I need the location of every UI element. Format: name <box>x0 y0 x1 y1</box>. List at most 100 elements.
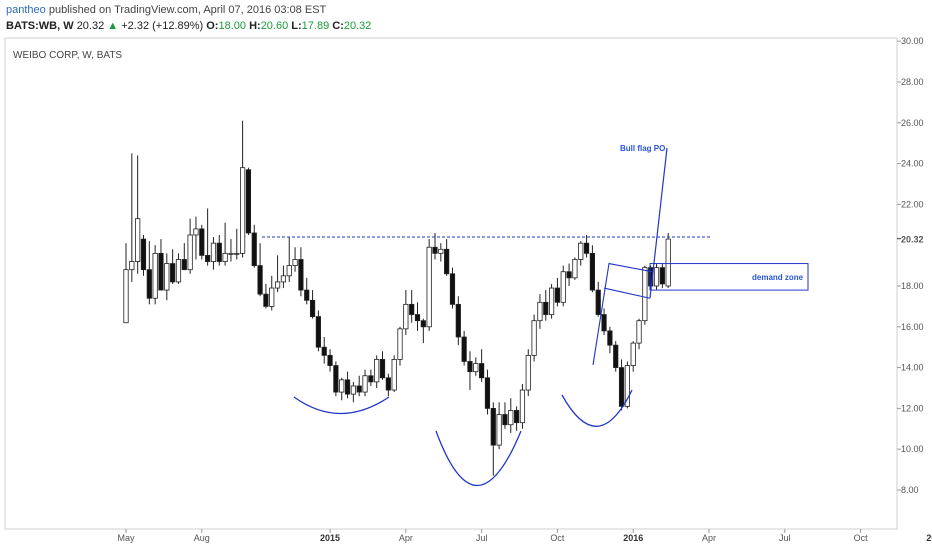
candle-up <box>496 414 502 446</box>
candle-up <box>473 363 479 373</box>
candle-down <box>298 259 304 291</box>
candle-up <box>129 261 135 271</box>
time-tick-label: 2016 <box>623 533 643 543</box>
candle-up <box>508 410 514 426</box>
candle-down <box>601 314 607 332</box>
price-change: +2.32 (+12.89%) <box>121 20 204 32</box>
price-tick-label: 22.00 <box>901 199 924 209</box>
annotations-group: Bull flag PO demand zone <box>262 144 809 487</box>
author-name[interactable]: pantheo <box>6 4 46 16</box>
candle-down <box>467 361 473 373</box>
time-tick-label: Apr <box>702 533 716 543</box>
symbol-label: BATS:WB, W <box>6 20 74 32</box>
candle-down <box>461 336 467 362</box>
candle-down <box>432 246 438 254</box>
candle-down <box>140 238 147 271</box>
close-label: C: <box>332 20 344 32</box>
price-tick-label: 10.00 <box>901 444 924 454</box>
candle-down <box>181 259 187 271</box>
right-shoulder-arc <box>561 389 633 427</box>
candle-up <box>123 269 129 324</box>
open-label: O: <box>206 20 219 32</box>
candle-up <box>653 267 660 287</box>
candle-down <box>414 314 421 322</box>
price-tick-label: 28.00 <box>901 77 924 87</box>
candle-up <box>222 252 228 262</box>
demand-zone-label: demand zone <box>752 273 804 282</box>
price-axis[interactable]: 8.00 10.00 12.00 14.00 16.00 18.00 22.00 24.00 2… <box>896 36 924 529</box>
candle-down <box>199 228 205 256</box>
flag-pole-line <box>592 262 653 366</box>
candle-down <box>170 263 176 283</box>
candle-down <box>245 169 252 234</box>
candle-down <box>420 320 426 328</box>
time-tick-label: 2015 <box>320 533 340 543</box>
candle-up <box>280 275 287 283</box>
candle-up <box>269 287 275 307</box>
candle-down <box>449 273 456 305</box>
candle-down <box>251 232 257 267</box>
price-tick-label: 26.00 <box>901 118 924 128</box>
candle-down <box>618 367 625 407</box>
candle-up <box>274 281 281 289</box>
candle-down <box>379 359 386 379</box>
candle-down <box>583 242 590 254</box>
candle-up <box>350 385 356 395</box>
candle-down <box>315 316 321 348</box>
high-label: H: <box>249 20 261 32</box>
candle-down <box>333 365 339 393</box>
candle-down <box>356 385 362 393</box>
price-tick-label: 8.00 <box>901 485 919 495</box>
candle-up <box>135 218 141 262</box>
candle-down <box>514 410 520 424</box>
candle-down <box>444 248 450 275</box>
time-tick-label: Aug <box>194 533 210 543</box>
candle-up <box>175 259 182 283</box>
candle-up <box>239 167 246 254</box>
left-shoulder-arc <box>293 396 390 415</box>
last-price-label: 20.32 <box>901 235 924 245</box>
candle-up <box>210 242 217 262</box>
candle-down <box>257 265 263 295</box>
candle-down <box>216 242 222 262</box>
close-value: 20.32 <box>343 20 372 32</box>
candle-down <box>146 269 152 299</box>
time-tick-label: Jul <box>476 533 488 543</box>
candle-down <box>490 407 496 446</box>
candle-down <box>566 271 572 279</box>
candle-up <box>572 259 578 279</box>
candle-down <box>205 254 211 262</box>
bull-flag-label: Bull flag PO <box>620 144 665 153</box>
candle-up <box>438 248 444 254</box>
open-value: 18.00 <box>218 20 247 32</box>
price-tick-label: 14.00 <box>901 363 924 373</box>
ohlc-header: BATS:WB, W 20.32 ▲ +2.32 (+12.89%) O:18.… <box>6 20 371 32</box>
candle-up <box>537 301 543 322</box>
candle-up <box>374 359 380 383</box>
candle-up <box>630 342 636 366</box>
price-tick-label: 12.00 <box>901 403 924 413</box>
candle-down <box>659 267 665 285</box>
candle-down <box>589 252 596 291</box>
candle-up <box>636 320 642 344</box>
candle-down <box>385 377 391 391</box>
chart-title: WEIBO CORP, W, BATS <box>13 50 122 61</box>
candle-down <box>158 252 164 291</box>
candle-up <box>578 242 584 260</box>
low-label: L: <box>291 20 302 32</box>
time-axis[interactable]: MayAug2015AprJulOct2016AprJulOct2017Apr <box>5 528 932 543</box>
time-tick-label: Oct <box>854 533 869 543</box>
candle-up <box>531 320 537 356</box>
candle-down <box>368 375 374 383</box>
candle-down <box>607 330 613 346</box>
up-arrow-icon: ▲ <box>107 20 119 32</box>
published-info: published on TradingView.com, April 07, … <box>48 4 327 16</box>
candle-up <box>187 234 193 271</box>
time-tick-label: Apr <box>399 533 413 543</box>
candle-up <box>391 359 397 391</box>
price-objective-line <box>649 147 668 299</box>
candle-up <box>234 252 240 255</box>
candles-group <box>123 120 671 476</box>
candle-up <box>292 259 298 267</box>
